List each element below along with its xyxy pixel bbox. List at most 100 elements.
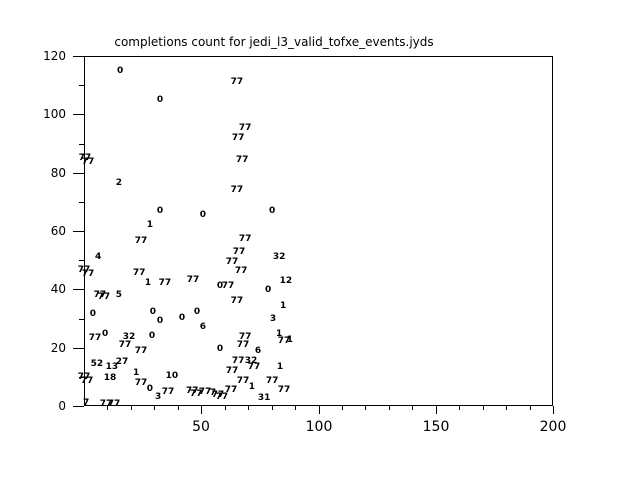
data-point-label: 77	[221, 280, 235, 291]
data-point-label: 18	[103, 372, 117, 383]
data-point-label: 0	[199, 210, 207, 221]
data-point-label: 77	[158, 277, 172, 288]
data-point-label: 2	[115, 177, 123, 188]
data-point-label: 77	[234, 265, 248, 276]
data-point-label: 77	[238, 233, 252, 244]
data-point-label: 77	[225, 256, 239, 267]
data-point-label: 13	[105, 361, 119, 372]
data-point-label: 0	[216, 343, 224, 354]
data-point-label: 77	[77, 264, 91, 275]
y-tick-label: 80	[50, 166, 66, 180]
data-point-label: 6	[254, 345, 262, 356]
data-point-label: 0	[178, 312, 186, 323]
data-point-label: 32	[272, 251, 286, 262]
y-minor-tick	[79, 85, 84, 86]
data-point-label: 77	[88, 332, 102, 343]
data-point-label: 77	[231, 356, 245, 367]
y-major-tick	[73, 406, 84, 407]
data-point-label: 77	[230, 184, 244, 195]
data-point-label: 0	[216, 280, 224, 291]
x-major-tick	[201, 406, 202, 414]
x-minor-tick	[178, 406, 179, 410]
data-point-label: 0	[148, 330, 156, 341]
y-tick-label: 20	[50, 341, 66, 355]
data-point-label: 0	[146, 384, 154, 395]
y-minor-tick	[79, 319, 84, 320]
data-point-label: 0	[101, 328, 109, 339]
data-point-label: 77	[93, 289, 107, 300]
data-point-label: 77	[211, 390, 225, 401]
data-point-label: 77	[134, 345, 148, 356]
x-minor-tick	[342, 406, 343, 410]
data-point-label: 27	[115, 356, 129, 367]
y-minor-tick	[79, 260, 84, 261]
x-tick-label: 50	[192, 419, 210, 435]
data-point-label: 77	[224, 384, 238, 395]
x-tick-label: 150	[422, 419, 450, 435]
data-point-label: 32	[244, 356, 258, 367]
x-minor-tick	[107, 406, 108, 410]
x-major-tick	[436, 406, 437, 414]
data-point-label: 77	[238, 331, 252, 342]
data-point-label: 3	[269, 313, 277, 324]
data-point-label: 77	[238, 123, 252, 134]
x-tick-label: 100	[305, 419, 333, 435]
y-tick-label: 100	[43, 107, 66, 121]
data-point-label: 77	[107, 399, 121, 410]
data-point-label: 7	[209, 388, 217, 399]
x-minor-tick	[530, 406, 531, 410]
data-point-label: 3	[154, 391, 162, 402]
data-point-label: 31	[257, 393, 271, 404]
data-point-label: 6	[199, 321, 207, 332]
x-minor-tick	[225, 406, 226, 410]
data-point-label: 1	[279, 300, 287, 311]
plot-area	[84, 56, 553, 406]
data-point-label: 77	[230, 77, 244, 88]
x-tick-label: 200	[539, 419, 567, 435]
y-minor-tick	[79, 202, 84, 203]
y-major-tick	[73, 348, 84, 349]
data-point-label: 77	[265, 375, 279, 386]
data-point-label: 77	[80, 375, 94, 386]
data-point-label: 1	[144, 277, 152, 288]
data-point-label: 77	[235, 155, 249, 166]
data-point-label: 77	[277, 384, 291, 395]
x-major-tick	[553, 406, 554, 414]
data-point-label: 4	[94, 251, 102, 262]
data-point-label: 1	[132, 367, 140, 378]
x-minor-tick	[365, 406, 366, 410]
x-minor-tick	[412, 406, 413, 410]
data-point-label: 77	[232, 246, 246, 257]
data-point-label: 77	[134, 377, 148, 388]
data-point-label: 77	[118, 339, 132, 350]
y-major-tick	[73, 231, 84, 232]
data-point-label: 1	[276, 361, 284, 372]
y-tick-label: 0	[58, 399, 66, 413]
y-major-tick	[73, 114, 84, 115]
data-point-label: 77	[99, 399, 113, 410]
x-minor-tick	[295, 406, 296, 410]
data-point-label: 0	[156, 206, 164, 217]
y-tick-label: 60	[50, 224, 66, 238]
data-point-label: 0	[149, 306, 157, 317]
data-point-label: 77	[247, 361, 261, 372]
data-point-label: 0	[193, 306, 201, 317]
y-major-tick	[73, 173, 84, 174]
y-minor-tick	[79, 377, 84, 378]
data-point-label: 77	[230, 295, 244, 306]
data-point-label: 10	[165, 370, 179, 381]
y-major-tick	[73, 289, 84, 290]
y-tick-label: 120	[43, 49, 66, 63]
data-point-label: 77	[231, 133, 245, 144]
data-point-label: 77	[185, 386, 199, 397]
data-point-label: 0	[116, 66, 124, 77]
data-point-label: 1	[146, 219, 154, 230]
x-minor-tick	[272, 406, 273, 410]
data-point-label: 77	[97, 291, 111, 302]
x-major-tick	[319, 406, 320, 414]
data-point-label: 77	[186, 274, 200, 285]
x-minor-tick	[154, 406, 155, 410]
x-minor-tick	[506, 406, 507, 410]
data-point-label: 77	[225, 365, 239, 376]
x-minor-tick	[131, 406, 132, 410]
